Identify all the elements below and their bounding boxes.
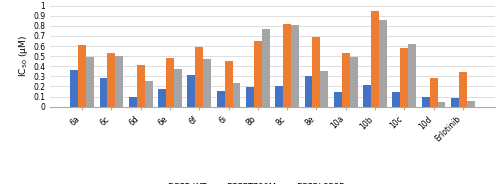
Bar — [400, 48, 408, 107]
Bar — [108, 53, 116, 107]
Bar — [392, 92, 400, 107]
Bar — [254, 41, 262, 107]
Bar — [158, 89, 166, 107]
Bar — [379, 20, 387, 107]
Bar — [196, 47, 203, 107]
Bar — [363, 86, 371, 107]
Bar — [232, 84, 240, 107]
Bar — [312, 37, 320, 107]
Bar — [291, 25, 299, 107]
Bar — [467, 101, 475, 107]
Bar — [438, 102, 446, 107]
Bar — [320, 71, 328, 107]
Bar — [166, 58, 174, 107]
Bar — [459, 72, 467, 107]
Bar — [350, 57, 358, 107]
Y-axis label: IC$_{50}$ (µM): IC$_{50}$ (µM) — [17, 35, 30, 77]
Bar — [216, 91, 224, 107]
Bar — [174, 69, 182, 107]
Bar — [451, 98, 459, 107]
Bar — [408, 44, 416, 107]
Bar — [116, 56, 123, 107]
Bar — [78, 45, 86, 107]
Bar — [129, 97, 136, 107]
Bar — [430, 78, 438, 107]
Bar — [70, 70, 78, 107]
Legend: EGFR WT, EGFRT790M, EGFRL858R: EGFR WT, EGFRT790M, EGFRL858R — [152, 180, 349, 184]
Bar — [371, 11, 379, 107]
Bar — [342, 53, 349, 107]
Bar — [144, 82, 152, 107]
Bar — [86, 57, 94, 107]
Bar — [203, 59, 211, 107]
Bar — [283, 24, 291, 107]
Bar — [136, 65, 144, 107]
Bar — [276, 86, 283, 107]
Bar — [262, 29, 270, 107]
Bar — [224, 61, 232, 107]
Bar — [100, 78, 108, 107]
Bar — [304, 76, 312, 107]
Bar — [334, 92, 342, 107]
Bar — [188, 75, 196, 107]
Bar — [246, 88, 254, 107]
Bar — [422, 97, 430, 107]
